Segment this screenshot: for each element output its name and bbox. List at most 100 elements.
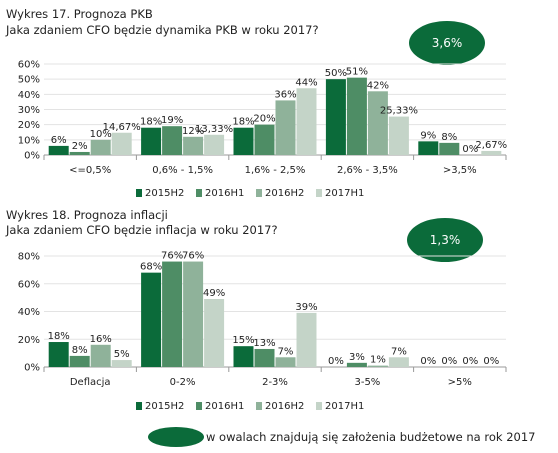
bar bbox=[111, 360, 132, 367]
data-label: 18% bbox=[48, 331, 70, 342]
chart1-forecast-oval: 3,6% bbox=[409, 21, 485, 65]
legend-swatch bbox=[136, 189, 142, 197]
chart2-subtitle: Jaka zdaniem CFO będzie inflacja w roku … bbox=[6, 223, 278, 237]
bar bbox=[388, 357, 409, 367]
category-label: Deflacja bbox=[70, 377, 111, 388]
data-label: 0% bbox=[420, 356, 436, 367]
data-label: 19% bbox=[161, 115, 183, 126]
legend-swatch bbox=[316, 189, 322, 197]
data-label: 42% bbox=[367, 80, 389, 91]
bar bbox=[346, 77, 367, 155]
legend-swatch bbox=[196, 402, 202, 410]
category-label: 2,6% - 3,5% bbox=[337, 165, 398, 176]
data-label: 13% bbox=[253, 338, 275, 349]
y-tick-label: 50% bbox=[18, 75, 40, 86]
data-label: 14,67% bbox=[103, 122, 141, 133]
y-tick-label: 60% bbox=[18, 279, 40, 290]
data-label: 16% bbox=[90, 334, 112, 345]
bar bbox=[233, 346, 254, 367]
bar bbox=[204, 134, 225, 155]
bar bbox=[90, 344, 111, 367]
footnote: w owalach znajdują się założenia budżeto… bbox=[148, 427, 535, 447]
bar bbox=[233, 127, 254, 155]
data-label: 50% bbox=[325, 68, 347, 79]
bar bbox=[254, 124, 275, 155]
legend-label: 2015H2 bbox=[145, 401, 184, 412]
bar bbox=[162, 261, 183, 367]
legend-label: 2016H1 bbox=[205, 401, 244, 412]
data-label: 76% bbox=[182, 251, 204, 262]
data-label: 12% bbox=[182, 126, 204, 137]
data-label: 20% bbox=[253, 114, 275, 125]
data-label: 18% bbox=[140, 117, 162, 128]
data-label: 44% bbox=[295, 77, 317, 88]
legend-label: 2016H2 bbox=[265, 401, 304, 412]
bar bbox=[481, 150, 502, 155]
bar bbox=[367, 365, 388, 367]
bar bbox=[275, 357, 296, 367]
data-label: 7% bbox=[278, 346, 294, 357]
y-tick-label: 40% bbox=[18, 90, 40, 101]
bar bbox=[346, 362, 367, 367]
y-tick-label: 40% bbox=[18, 307, 40, 318]
legend-swatch bbox=[196, 189, 202, 197]
bar bbox=[367, 91, 388, 155]
legend-label: 2016H2 bbox=[265, 188, 304, 199]
bar bbox=[183, 261, 204, 367]
data-label: 0% bbox=[328, 356, 344, 367]
data-label: 49% bbox=[203, 288, 225, 299]
y-tick-label: 30% bbox=[18, 105, 40, 116]
data-label: 25,33% bbox=[380, 106, 418, 117]
category-label: <=0,5% bbox=[69, 165, 111, 176]
y-tick-label: 10% bbox=[18, 135, 40, 146]
data-label: 7% bbox=[391, 346, 407, 357]
chart1-svg: 0%10%20%30%40%50%60%6%2%10%14,67%<=0,5%1… bbox=[18, 60, 507, 200]
bar bbox=[90, 139, 111, 155]
legend-label: 2017H1 bbox=[325, 401, 364, 412]
data-label: 0% bbox=[441, 356, 457, 367]
chart2-forecast-oval: 1,3% bbox=[407, 218, 483, 262]
bar bbox=[439, 142, 460, 155]
bar bbox=[275, 100, 296, 155]
category-label: 0-2% bbox=[170, 377, 196, 388]
category-label: 1,6% - 2,5% bbox=[245, 165, 306, 176]
data-label: 76% bbox=[161, 251, 183, 262]
category-label: 0,6% - 1,5% bbox=[152, 165, 213, 176]
y-tick-label: 0% bbox=[24, 363, 40, 374]
legend-swatch bbox=[136, 402, 142, 410]
data-label: 0% bbox=[462, 356, 478, 367]
data-label: 15% bbox=[232, 335, 254, 346]
category-label: >3,5% bbox=[443, 165, 477, 176]
data-label: 1% bbox=[370, 355, 386, 366]
data-label: 68% bbox=[140, 262, 162, 273]
chart2-title: Wykres 18. Prognoza inflacji bbox=[6, 208, 168, 222]
category-label: 3-5% bbox=[354, 377, 380, 388]
y-tick-label: 60% bbox=[18, 60, 40, 71]
data-label: 18% bbox=[232, 117, 254, 128]
legend-label: 2017H1 bbox=[325, 188, 364, 199]
y-tick-label: 0% bbox=[24, 151, 40, 162]
data-label: 13,33% bbox=[195, 124, 233, 135]
data-label: 0% bbox=[483, 356, 499, 367]
bar bbox=[111, 132, 132, 155]
data-label: 0% bbox=[462, 144, 478, 155]
bar bbox=[418, 141, 439, 155]
data-label: 2% bbox=[72, 141, 88, 152]
data-label: 39% bbox=[295, 302, 317, 313]
bar bbox=[183, 136, 204, 155]
category-label: >5% bbox=[448, 377, 472, 388]
bar bbox=[325, 79, 346, 155]
legend-label: 2015H2 bbox=[145, 188, 184, 199]
footnote-oval-icon bbox=[148, 427, 204, 447]
bar bbox=[69, 355, 90, 367]
chart1-title: Wykres 17. Prognoza PKB bbox=[6, 7, 153, 21]
category-label: 2-3% bbox=[262, 377, 288, 388]
legend-swatch bbox=[316, 402, 322, 410]
data-label: 8% bbox=[441, 132, 457, 143]
y-tick-label: 80% bbox=[18, 252, 40, 263]
chart2-svg: 0%20%40%60%80%18%8%16%5%Deflacja68%76%76… bbox=[18, 251, 507, 412]
data-label: 51% bbox=[346, 67, 368, 78]
y-tick-label: 20% bbox=[18, 335, 40, 346]
footnote-text: w owalach znajdują się założenia budżeto… bbox=[206, 430, 536, 444]
bar bbox=[204, 299, 225, 367]
